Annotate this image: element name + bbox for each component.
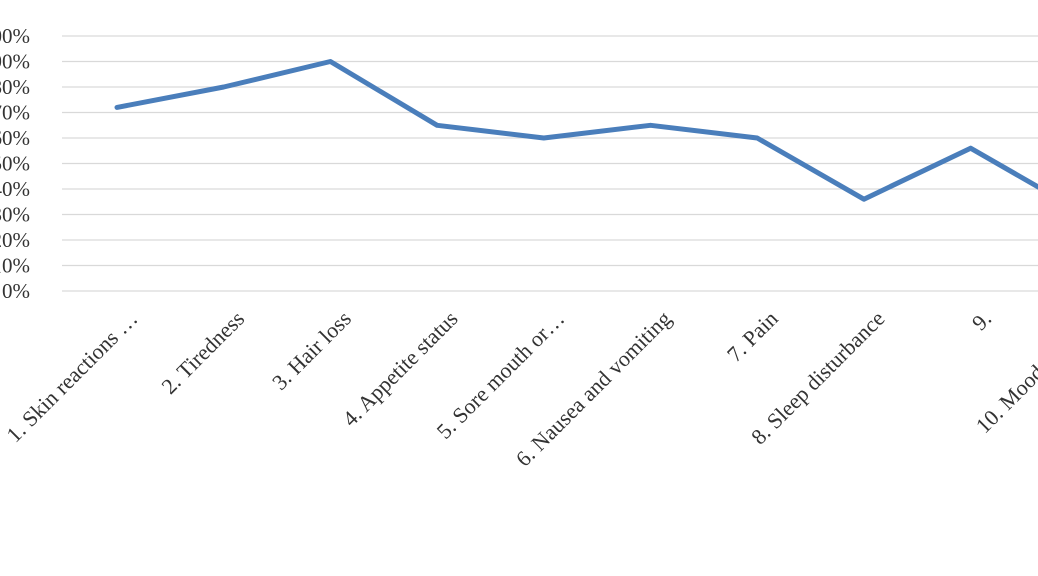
y-tick-label: 20% [0, 228, 30, 252]
x-tick-label: 2. Tiredness [156, 306, 249, 399]
y-tick-label: 10% [0, 254, 30, 278]
x-axis-tick-labels: 1. Skin reactions … 2. Tiredness 3. Hair l… [1, 306, 1038, 471]
x-tick-label: 9. [967, 306, 996, 335]
series-line [114, 59, 1038, 202]
gridlines [62, 35, 1038, 292]
x-tick-label: 3. Hair loss [267, 306, 356, 395]
y-tick-label: 60% [0, 126, 30, 150]
y-tick-label: 90% [0, 50, 30, 74]
x-tick-label: 1. Skin reactions … [1, 306, 142, 447]
series-layer [114, 59, 1038, 202]
y-tick-label: 50% [0, 152, 30, 176]
y-tick-label: 0% [2, 279, 30, 303]
y-axis-tick-labels: 0%10%20%30%40%50%60%70%80%90%100% [0, 24, 30, 303]
y-tick-label: 100% [0, 24, 30, 48]
y-tick-label: 80% [0, 75, 30, 99]
y-tick-label: 40% [0, 177, 30, 201]
y-tick-label: 30% [0, 203, 30, 227]
y-tick-label: 70% [0, 101, 30, 125]
x-tick-label: 7. Pain [722, 306, 783, 367]
